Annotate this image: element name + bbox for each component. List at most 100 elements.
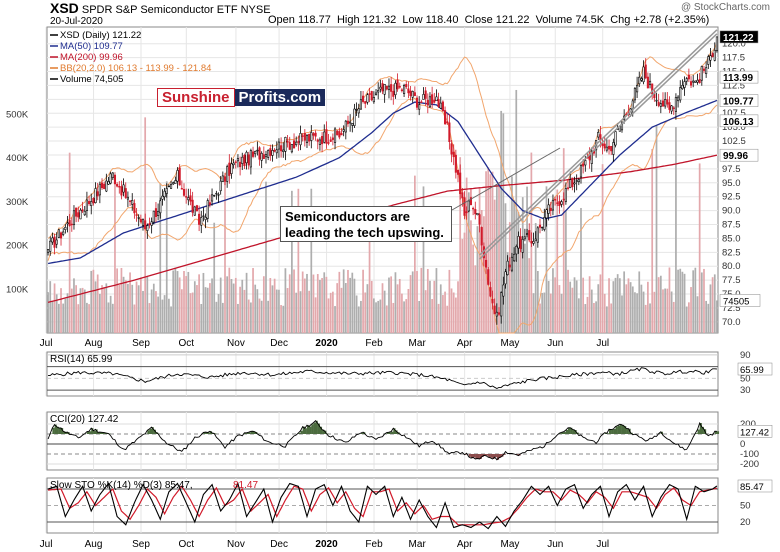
x-month-label: Jun (547, 338, 563, 349)
candle-body (85, 199, 88, 211)
volume-bar (241, 279, 244, 333)
volume-bar (713, 274, 716, 333)
candle-body (428, 96, 432, 108)
volume-bar (103, 287, 106, 333)
legend-entry: MA(200) 99.96 (60, 52, 123, 63)
candle-body (687, 74, 690, 80)
candle-body (195, 205, 199, 211)
volume-bar (256, 289, 259, 333)
price-y-tick-label: 87.5 (722, 220, 741, 231)
candle-body (159, 200, 162, 214)
candle-body (70, 223, 73, 226)
volume-bar (90, 270, 93, 333)
candle-body (530, 240, 533, 244)
volume-bar (554, 277, 556, 333)
candle-body (713, 49, 716, 61)
candle-body (383, 84, 386, 95)
volume-bar (58, 303, 60, 333)
sto-k-label: Slow STO %K(14) %D(3) 85.47, (50, 480, 193, 491)
volume-bar (394, 272, 397, 333)
volume-bar (588, 276, 591, 333)
price-y-tick-label: 95.0 (722, 178, 741, 189)
volume-bar (211, 278, 213, 333)
fund-name: SPDR S&P Semiconductor ETF (81, 4, 238, 16)
candle-body (461, 192, 464, 199)
volume-bar (664, 288, 667, 333)
candle-body (495, 311, 498, 317)
volume-bar (96, 274, 99, 333)
cci-value-badge (737, 425, 773, 438)
price-y-tick-label: 85.0 (722, 233, 741, 244)
volume-bar (148, 303, 151, 333)
candle-body (208, 202, 211, 205)
close-value: 121.22 (495, 14, 530, 26)
candle-body (420, 101, 423, 103)
volume-bar (62, 303, 65, 333)
volume-bar (234, 277, 237, 333)
volume-bar (690, 287, 692, 333)
candle-body (605, 146, 608, 151)
candle-body (431, 94, 434, 104)
volume-bar (519, 239, 522, 333)
candle-body (364, 101, 367, 104)
volume-bar (463, 232, 466, 333)
candle-body (469, 197, 473, 206)
x-month-label-bottom: Mar (409, 539, 427, 550)
volume-bar (634, 292, 636, 333)
candle-body (297, 141, 300, 143)
volume-bar (323, 272, 326, 333)
candle-body (189, 195, 192, 202)
x-month-label-bottom: Dec (270, 539, 288, 550)
candle-body (510, 256, 514, 271)
volume-bar (418, 300, 421, 333)
candle-body (493, 305, 496, 315)
x-month-label: Nov (227, 338, 245, 349)
volume-bar (204, 287, 207, 333)
volume-bar (86, 302, 88, 333)
candle-body (489, 287, 492, 297)
volume-bar (515, 89, 518, 334)
volume-bar (202, 272, 205, 333)
volume-bar (437, 303, 440, 333)
candle-body (674, 97, 677, 112)
candle-body (77, 212, 80, 218)
price-y-tick-label: 90.0 (722, 206, 741, 217)
volume-bar (401, 293, 403, 333)
candle-body (532, 241, 535, 244)
volume-bar (465, 177, 468, 333)
candle-body (614, 131, 617, 146)
volume-bar (692, 270, 695, 333)
candle-body (478, 214, 481, 225)
price-y-tick-label: 72.5 (722, 303, 741, 314)
volume-bar (189, 293, 192, 333)
candle-body (79, 209, 82, 220)
volume-bar (310, 188, 313, 333)
candle-body (528, 230, 531, 241)
candle-body (487, 269, 490, 285)
volume-bar (228, 267, 231, 333)
candle-body (526, 233, 529, 235)
candle-body (247, 154, 250, 166)
candle-body (219, 180, 222, 192)
volume-bar (170, 306, 172, 333)
volume-bar (629, 282, 632, 333)
volume-bar (569, 281, 572, 333)
volume-bar (627, 278, 630, 333)
candle-body (163, 190, 166, 198)
volume-bar (610, 303, 613, 333)
cci-value-badge-label: 127.42 (740, 427, 769, 438)
volume-bar (88, 304, 90, 333)
candle-body (569, 179, 572, 188)
candle-body (398, 85, 401, 88)
candle-body (286, 140, 289, 143)
volume-bar (254, 284, 257, 333)
candle-body (566, 187, 570, 189)
candle-body (314, 132, 317, 137)
volume-bar (178, 277, 181, 333)
candle-body (318, 139, 321, 145)
candle-body (215, 192, 218, 195)
volume-bar (416, 271, 418, 333)
x-month-label: Feb (365, 338, 383, 349)
annotation-line-2: leading the tech upswing. (285, 225, 444, 240)
candle-body (66, 222, 69, 225)
